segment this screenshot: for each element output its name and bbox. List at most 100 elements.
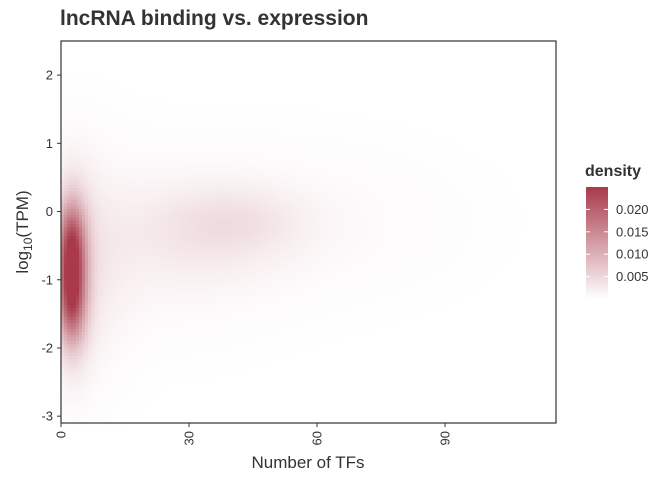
density-cell	[217, 137, 221, 141]
density-cell	[310, 116, 314, 120]
density-cell	[409, 128, 413, 132]
density-cell	[328, 197, 332, 201]
density-cell	[379, 125, 383, 129]
density-cell	[277, 122, 281, 126]
density-cell	[361, 170, 365, 174]
density-cell	[346, 128, 350, 132]
density-cell	[109, 116, 113, 120]
density-cell	[61, 173, 65, 177]
density-cell	[115, 209, 119, 213]
density-cell	[277, 158, 281, 162]
density-cell	[277, 155, 281, 159]
density-cell	[127, 170, 131, 174]
density-cell	[430, 206, 434, 210]
density-cell	[100, 167, 104, 171]
density-cell	[334, 143, 338, 147]
density-cell	[376, 191, 380, 195]
density-cell	[151, 164, 155, 168]
density-cell	[343, 116, 347, 120]
density-cell	[157, 110, 161, 114]
density-cell	[214, 206, 218, 210]
density-cell	[175, 143, 179, 147]
density-cell	[220, 152, 224, 156]
density-cell	[337, 146, 341, 150]
density-cell	[214, 155, 218, 159]
density-cell	[286, 173, 290, 177]
density-cell	[301, 119, 305, 123]
density-cell	[448, 182, 452, 186]
density-cell	[274, 173, 278, 177]
density-cell	[421, 161, 425, 165]
density-cell	[145, 212, 149, 216]
density-cell	[181, 110, 185, 114]
density-cell	[181, 131, 185, 135]
density-cell	[388, 167, 392, 171]
density-cell	[394, 209, 398, 213]
density-cell	[436, 176, 440, 180]
density-cell	[280, 146, 284, 150]
density-cell	[295, 176, 299, 180]
density-cell	[115, 131, 119, 135]
density-cell	[118, 131, 122, 135]
density-cell	[376, 173, 380, 177]
density-cell	[331, 116, 335, 120]
density-cell	[274, 161, 278, 165]
density-cell	[265, 134, 269, 138]
density-cell	[295, 137, 299, 141]
density-cell	[418, 167, 422, 171]
density-cell	[199, 176, 203, 180]
density-cell	[154, 161, 158, 165]
density-cell	[181, 140, 185, 144]
density-cell	[193, 140, 197, 144]
density-cell	[184, 113, 188, 117]
density-cell	[337, 125, 341, 129]
density-cell	[361, 152, 365, 156]
density-cell	[304, 122, 308, 126]
density-cell	[184, 194, 188, 198]
density-cell	[121, 134, 125, 138]
density-cell	[463, 152, 467, 156]
density-cell	[82, 122, 86, 126]
density-cell	[343, 191, 347, 195]
density-cell	[100, 182, 104, 186]
density-cell	[79, 71, 83, 75]
density-cell	[223, 200, 227, 204]
density-cell	[436, 149, 440, 153]
density-cell	[82, 128, 86, 132]
density-cell	[298, 164, 302, 168]
density-cell	[265, 161, 269, 165]
density-cell	[334, 182, 338, 186]
density-cell	[493, 209, 497, 213]
density-cell	[154, 119, 158, 123]
density-cell	[259, 194, 263, 198]
density-cell	[64, 170, 68, 174]
density-cell	[139, 122, 143, 126]
density-cell	[226, 206, 230, 210]
density-cell	[274, 185, 278, 189]
density-cell	[316, 119, 320, 123]
density-cell	[331, 188, 335, 192]
density-cell	[286, 170, 290, 174]
density-cell	[274, 134, 278, 138]
density-cell	[322, 155, 326, 159]
density-cell	[208, 122, 212, 126]
density-cell	[238, 167, 242, 171]
density-cell	[412, 179, 416, 183]
density-cell	[133, 95, 137, 99]
density-cell	[469, 203, 473, 207]
density-cell	[385, 152, 389, 156]
density-cell	[226, 131, 230, 135]
density-cell	[139, 212, 143, 216]
density-cell	[148, 104, 152, 108]
density-cell	[364, 149, 368, 153]
density-cell	[400, 209, 404, 213]
density-cell	[61, 158, 65, 162]
density-cell	[217, 212, 221, 216]
density-cell	[241, 110, 245, 114]
density-cell	[217, 209, 221, 213]
density-cell	[517, 209, 521, 213]
density-cell	[451, 185, 455, 189]
density-cell	[298, 140, 302, 144]
density-cell	[331, 158, 335, 162]
density-cell	[76, 182, 80, 186]
